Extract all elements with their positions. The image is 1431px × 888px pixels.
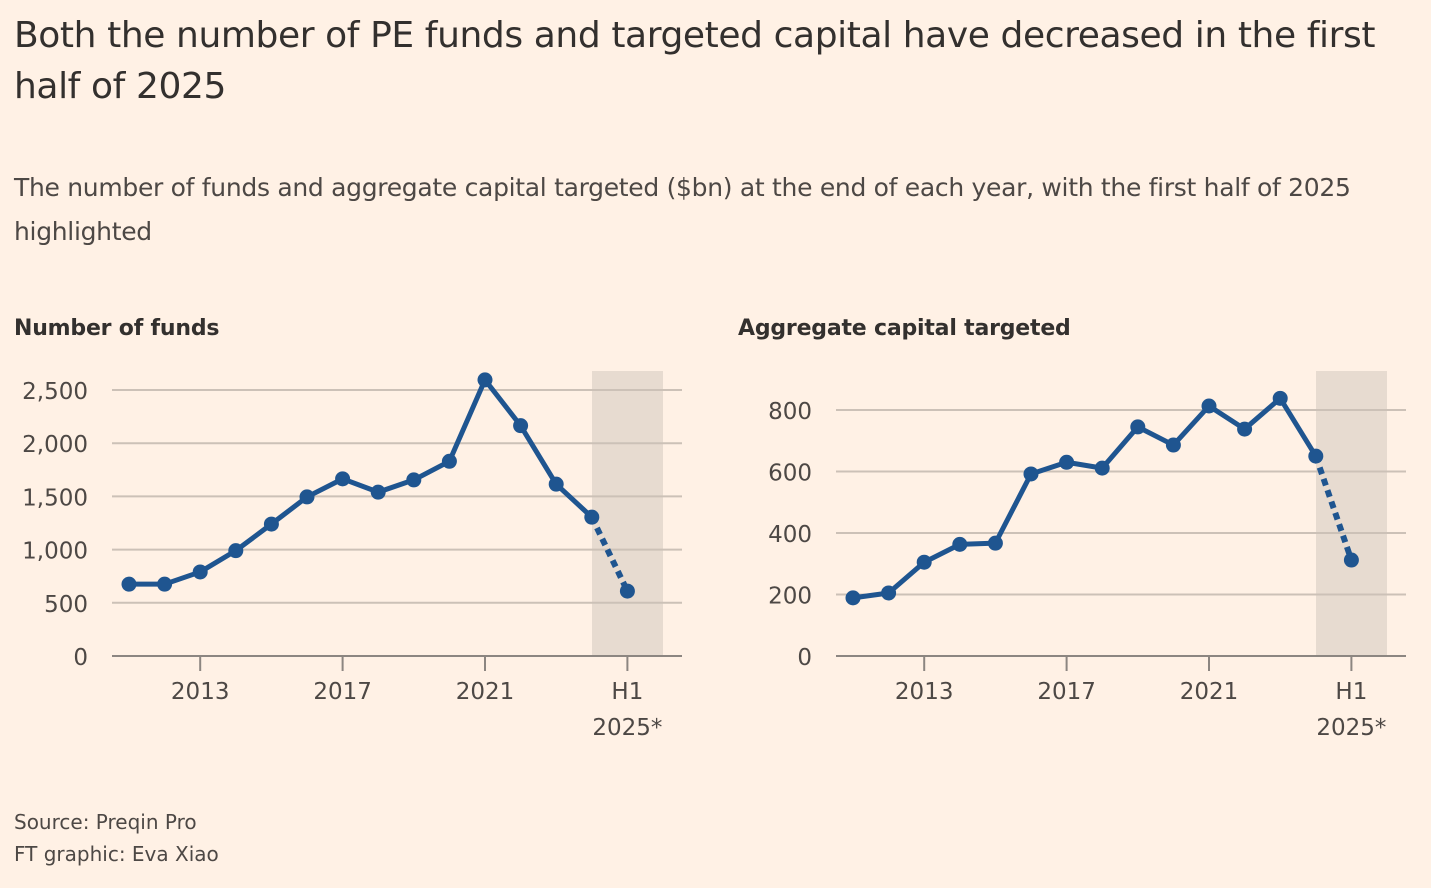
x-tick-label: H1 (611, 679, 643, 705)
y-tick-label: 400 (768, 522, 812, 548)
data-point (192, 564, 208, 580)
data-point (157, 576, 173, 592)
data-point (228, 543, 244, 559)
data-point (406, 472, 422, 488)
chart-title: Both the number of PE funds and targeted… (14, 15, 1376, 107)
data-point (881, 585, 897, 601)
x-tick-label: 2017 (1037, 679, 1096, 705)
data-point (1237, 421, 1253, 437)
y-tick-label: 1,000 (22, 539, 88, 565)
x-tick-label: 2021 (456, 679, 515, 705)
chart-subtitle: The number of funds and aggregate capita… (14, 173, 1351, 246)
data-point (513, 418, 529, 434)
y-tick-label: 0 (797, 645, 812, 671)
x-tick-label: 2021 (1180, 679, 1239, 705)
graphic-credit: FT graphic: Eva Xiao (14, 842, 219, 866)
data-point (1308, 448, 1324, 464)
data-point (584, 509, 600, 525)
x-tick-label: 2013 (895, 679, 954, 705)
y-tick-label: 600 (768, 461, 812, 487)
y-tick-label: 500 (44, 592, 88, 618)
data-point (952, 536, 968, 552)
y-tick-label: 0 (73, 645, 88, 671)
data-point (477, 372, 493, 388)
x-tick-label: 2025* (592, 715, 662, 741)
x-tick-label: 2025* (1316, 715, 1386, 741)
data-point (1094, 460, 1110, 476)
y-tick-label: 800 (768, 399, 812, 425)
data-point (619, 583, 635, 599)
data-point (263, 516, 279, 532)
data-point (1059, 454, 1075, 470)
data-point (1343, 552, 1359, 568)
footer: Source: Preqin Pro FT graphic: Eva Xiao (14, 806, 219, 870)
x-tick-label: 2013 (171, 679, 230, 705)
data-point (1023, 466, 1039, 482)
data-point (916, 554, 932, 570)
data-point (299, 489, 315, 505)
panel-title-capital: Aggregate capital targeted (738, 316, 1071, 341)
highlight-band (1316, 371, 1387, 656)
data-point (1165, 437, 1181, 453)
data-point (845, 590, 861, 606)
y-tick-label: 2,500 (22, 379, 88, 405)
series-line-projected (1312, 455, 1355, 562)
x-tick-label: H1 (1335, 679, 1367, 705)
data-point (121, 576, 137, 592)
highlight-band (592, 371, 663, 656)
series-line-projected (589, 515, 631, 593)
x-tick-label: 2017 (313, 679, 372, 705)
data-point (370, 484, 386, 500)
data-point (441, 453, 457, 469)
source-note: Source: Preqin Pro (14, 810, 197, 834)
y-tick-label: 200 (768, 584, 812, 610)
data-point (335, 471, 351, 487)
data-point (1201, 398, 1217, 414)
data-point (987, 535, 1003, 551)
y-tick-label: 2,000 (22, 432, 88, 458)
panel-title-funds: Number of funds (14, 316, 220, 341)
y-tick-label: 1,500 (22, 485, 88, 511)
data-point (548, 476, 564, 492)
data-point (1130, 419, 1146, 435)
data-point (1272, 390, 1288, 406)
